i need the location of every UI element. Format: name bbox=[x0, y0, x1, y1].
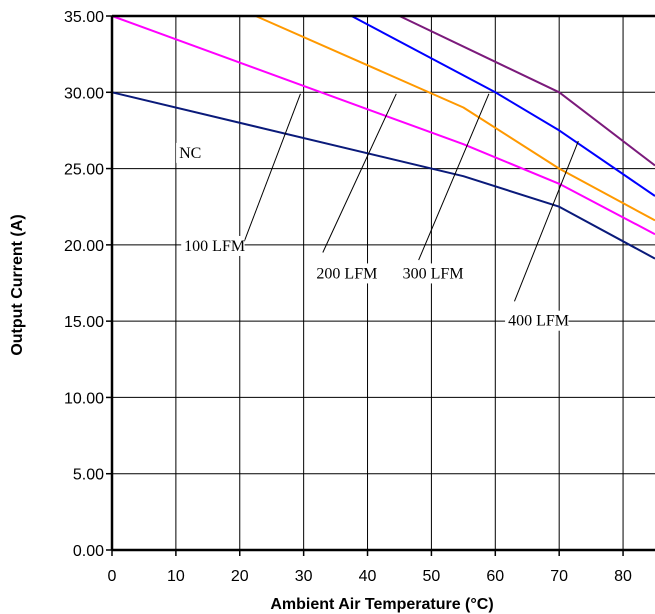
series-line-nc bbox=[111, 91, 655, 260]
annotation-bg bbox=[176, 142, 199, 163]
x-tick-label: 60 bbox=[486, 568, 504, 585]
series-line-400-lfm bbox=[399, 15, 655, 167]
annotations: NC 100 LFM 200 LFM 300 LFM 400 LFM bbox=[176, 93, 579, 331]
annotation-400-lfm: 400 LFM bbox=[505, 310, 569, 331]
y-axis-title: Output Current (A) bbox=[9, 214, 26, 355]
annotation-label: 400 LFM bbox=[508, 313, 569, 330]
y-tick-label: 5.00 bbox=[73, 467, 104, 484]
annotation-bg bbox=[505, 310, 569, 331]
x-tick-label: 70 bbox=[550, 568, 568, 585]
series-line-300-lfm bbox=[351, 15, 655, 197]
annotation-pointer bbox=[322, 93, 397, 253]
x-axis-title: Ambient Air Temperature (°C) bbox=[270, 596, 493, 613]
y-tick-label: 25.00 bbox=[64, 162, 104, 179]
y-tick-label: 30.00 bbox=[64, 85, 104, 102]
annotation-label: NC bbox=[179, 145, 201, 162]
annotation-bg bbox=[181, 235, 245, 256]
y-tick-label: 0.00 bbox=[73, 543, 104, 560]
annotation-pointer bbox=[418, 93, 490, 261]
annotation-label: 300 LFM bbox=[403, 265, 464, 282]
y-tick-label: 20.00 bbox=[64, 238, 104, 255]
y-tick-label: 35.00 bbox=[64, 9, 104, 26]
annotation-100-lfm: 100 LFM bbox=[181, 235, 245, 256]
grid-lines bbox=[111, 15, 655, 551]
annotation-bg bbox=[399, 263, 464, 284]
x-tick-label: 80 bbox=[614, 568, 632, 585]
y-tick-label: 15.00 bbox=[64, 314, 104, 331]
annotation-200-lfm: 200 LFM bbox=[313, 263, 377, 284]
annotation-pointer bbox=[242, 93, 301, 246]
x-tick-label: 40 bbox=[359, 568, 377, 585]
series-line-200-lfm bbox=[255, 15, 655, 222]
axes: 0.00 5.00 10.00 15.00 20.00 25.00 30.00 35.00 0 1… bbox=[64, 9, 655, 585]
x-tick-label: 30 bbox=[295, 568, 313, 585]
x-tick-label: 20 bbox=[231, 568, 249, 585]
annotation-pointer bbox=[513, 140, 579, 302]
y-tick-label: 10.00 bbox=[64, 390, 104, 407]
annotation-label: 100 LFM bbox=[184, 238, 245, 255]
series-lines bbox=[111, 15, 655, 260]
annotation-bg bbox=[313, 263, 377, 284]
x-tick-label: 10 bbox=[167, 568, 185, 585]
annotation-300-lfm: 300 LFM bbox=[399, 263, 464, 284]
annotation-label: 200 LFM bbox=[316, 265, 377, 282]
x-tick-label: 0 bbox=[108, 568, 117, 585]
annotation-nc: NC bbox=[176, 142, 201, 163]
x-tick-label: 50 bbox=[423, 568, 441, 585]
series-line-100-lfm bbox=[111, 15, 655, 236]
